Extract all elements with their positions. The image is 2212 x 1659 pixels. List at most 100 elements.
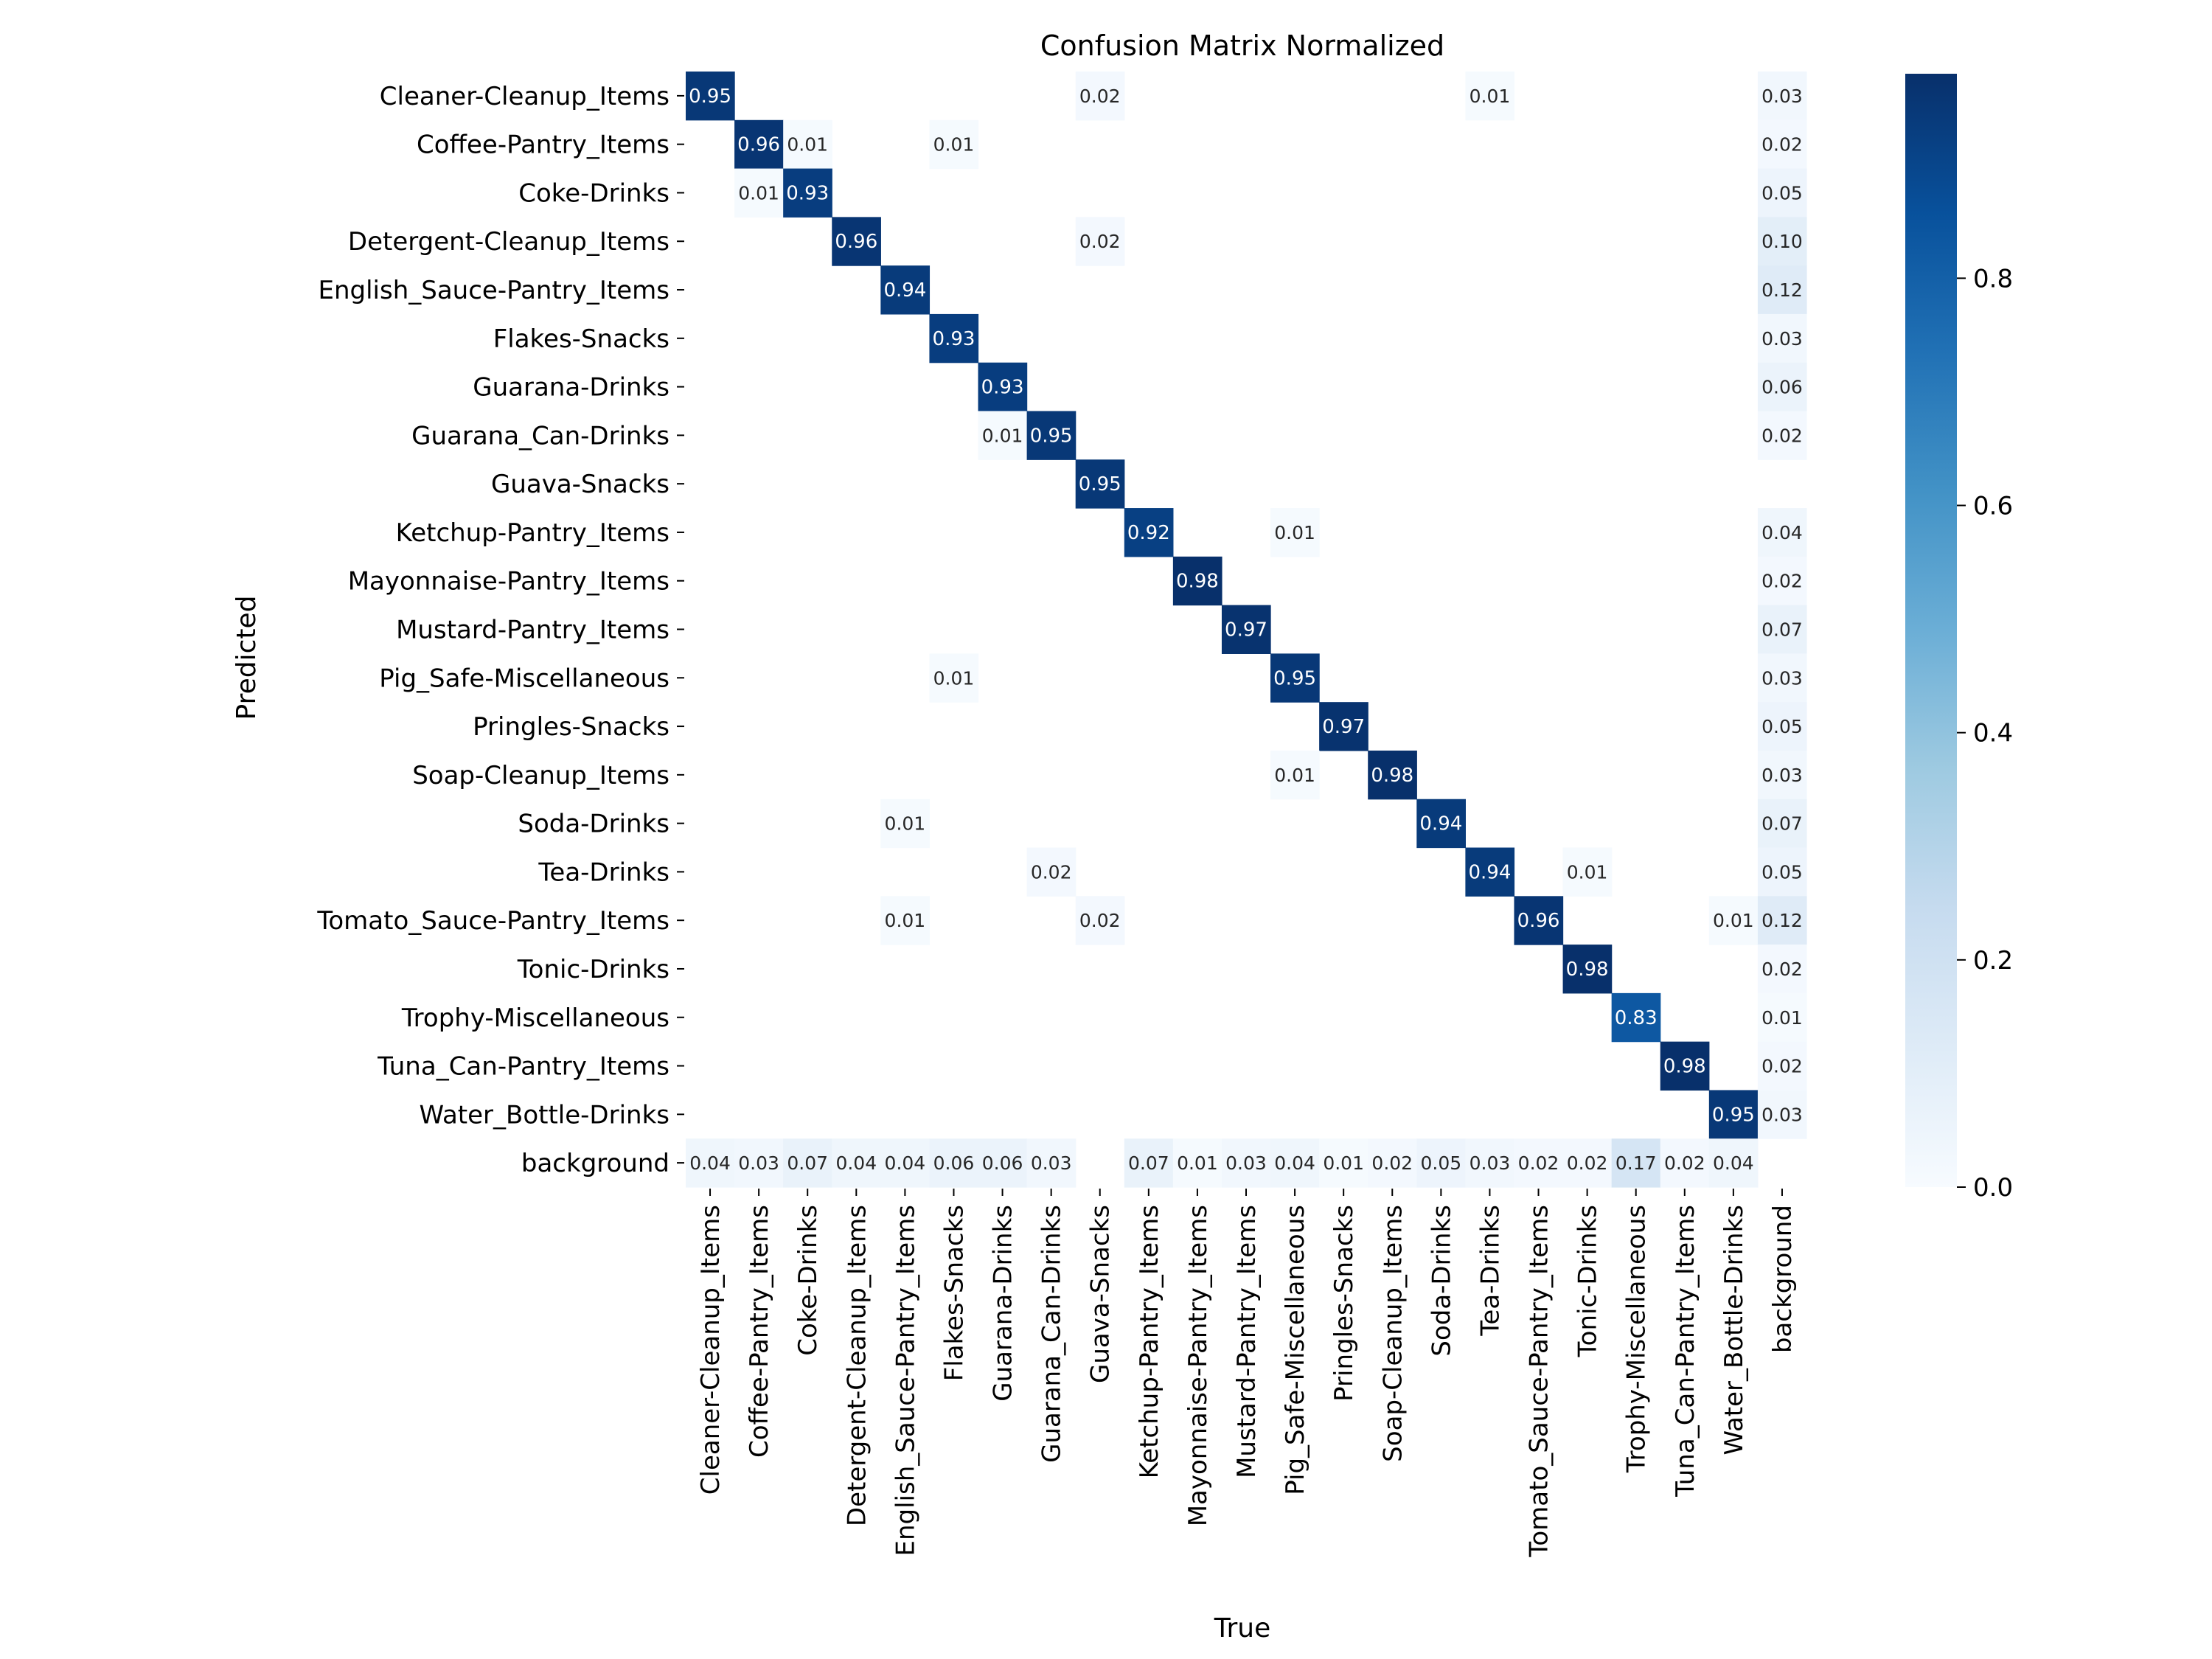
heatmap-cell	[1075, 217, 1125, 266]
heatmap-cell	[978, 411, 1028, 460]
cell-value-label: 0.95	[1273, 667, 1316, 689]
heatmap-cell	[1514, 896, 1564, 945]
cell-value-label: 0.97	[1225, 619, 1267, 641]
cell-value-label: 0.93	[981, 377, 1024, 399]
cell-value-label: 0.12	[1761, 279, 1803, 301]
x-tick-label: Tuna_Can-Pantry_Items	[1671, 1205, 1700, 1498]
y-tick-label: Soap-Cleanup_Items	[412, 761, 669, 790]
cell-value-label: 0.05	[1761, 716, 1803, 737]
cell-value-label: 0.02	[1079, 86, 1121, 107]
colorbar-tick-label: 0.2	[1973, 946, 2013, 975]
y-tick-label: Trophy-Miscellaneous	[401, 1004, 669, 1033]
y-tick-label: Guarana-Drinks	[473, 373, 669, 403]
x-tick-label: Cleaner-Cleanup_Items	[696, 1205, 726, 1495]
cell-value-label: 0.01	[933, 667, 975, 689]
cell-value-label: 0.10	[1761, 231, 1803, 252]
heatmap-cell	[1221, 605, 1271, 654]
y-tick-label: Tuna_Can-Pantry_Items	[377, 1052, 669, 1082]
colorbar-ticks: 0.0 0.2 0.4 0.6 0.8	[1957, 264, 2013, 1203]
y-tick-label: Tea-Drinks	[538, 858, 669, 887]
cell-value-label: 0.96	[1517, 910, 1560, 932]
cell-value-label: 0.01	[1761, 1007, 1803, 1029]
heatmap-cell	[783, 168, 832, 218]
heatmap-cell	[1660, 1041, 1710, 1091]
heatmap-cell	[1757, 1041, 1807, 1091]
heatmap-cell	[929, 119, 979, 170]
cell-value-label: 0.03	[1031, 1152, 1072, 1174]
colorbar-tick-label: 0.4	[1973, 719, 2013, 748]
heatmap-cell	[1416, 1138, 1466, 1188]
heatmap-cell	[1757, 945, 1807, 994]
x-tick-label: English_Sauce-Pantry_Items	[891, 1205, 920, 1557]
cell-value-label: 0.95	[1079, 473, 1121, 495]
cell-value-label: 0.02	[1079, 231, 1121, 252]
cell-value-label: 0.96	[835, 231, 877, 253]
heatmap-cell	[1368, 1138, 1417, 1188]
y-axis-label: Predicted	[232, 596, 262, 720]
cell-value-label: 0.06	[1761, 377, 1803, 398]
heatmap-cell	[1465, 1138, 1515, 1188]
y-tick-label: Pringles-Snacks	[473, 712, 669, 742]
heatmap-cell	[978, 1138, 1028, 1188]
y-tick-label: Tonic-Drinks	[517, 955, 669, 984]
cell-value-label: 0.07	[1128, 1152, 1169, 1174]
heatmap-cell	[1075, 896, 1125, 945]
heatmap-cell	[1368, 750, 1417, 800]
cell-value-label: 0.01	[1713, 910, 1754, 931]
y-tick-label: Water_Bottle-Drinks	[420, 1100, 670, 1130]
x-axis-ticks: Cleaner-Cleanup_Items Coffee-Pantry_Items…	[696, 1189, 1798, 1558]
heatmap-cell	[1465, 72, 1515, 121]
heatmap-cell	[1757, 847, 1807, 897]
heatmap-cell	[1075, 72, 1125, 121]
heatmap-cell	[1757, 362, 1807, 412]
heatmap-cell	[832, 217, 881, 266]
x-tick-label: Soda-Drinks	[1427, 1205, 1456, 1357]
cell-value-label: 0.07	[1761, 619, 1803, 641]
heatmap-cell	[783, 119, 832, 170]
x-tick-label: Guarana-Drinks	[989, 1205, 1018, 1402]
chart-title: Confusion Matrix Normalized	[1040, 29, 1444, 62]
y-tick-label: Soda-Drinks	[518, 810, 669, 839]
cell-value-label: 0.04	[689, 1152, 731, 1174]
y-tick-label: Detergent-Cleanup_Items	[348, 227, 669, 257]
heatmap-cell	[929, 313, 979, 364]
cell-value-label: 0.01	[1323, 1152, 1364, 1174]
cell-value-label: 0.05	[1761, 182, 1803, 204]
x-tick-label: Guarana_Can-Drinks	[1037, 1205, 1067, 1463]
cell-value-label: 0.02	[1761, 571, 1803, 592]
heatmap-cell	[1026, 411, 1077, 460]
x-tick-label: Tonic-Drinks	[1573, 1205, 1603, 1357]
cell-value-label: 0.02	[1664, 1152, 1705, 1174]
x-tick-label: Tomato_Sauce-Pantry_Items	[1525, 1205, 1554, 1558]
cell-value-label: 0.06	[933, 1152, 975, 1174]
cell-value-label: 0.01	[1177, 1152, 1218, 1174]
cell-value-label: 0.01	[1274, 765, 1315, 786]
x-tick-label: Pig_Safe-Miscellaneous	[1281, 1205, 1310, 1495]
x-tick-label: Ketchup-Pantry_Items	[1135, 1205, 1164, 1478]
cell-value-label: 0.95	[689, 86, 731, 108]
cell-value-label: 0.93	[786, 182, 829, 204]
heatmap-cell	[1319, 1138, 1368, 1188]
heatmap-cell	[1465, 847, 1515, 897]
heatmap-cell	[1611, 1138, 1661, 1188]
y-tick-label: Tomato_Sauce-Pantry_Items	[316, 906, 669, 936]
y-tick-label: English_Sauce-Pantry_Items	[318, 276, 669, 305]
x-tick-label: Tea-Drinks	[1475, 1205, 1505, 1337]
heatmap-cell	[1562, 1138, 1613, 1188]
heatmap-cell	[1172, 1138, 1222, 1188]
cell-value-label: 0.01	[1470, 86, 1511, 107]
cell-value-label: 0.01	[787, 134, 828, 156]
y-tick-label: Ketchup-Pantry_Items	[396, 518, 669, 548]
cell-value-label: 0.83	[1615, 1007, 1658, 1029]
y-tick-label: Guava-Snacks	[491, 470, 669, 499]
heatmap-cell	[978, 362, 1028, 412]
heatmap-cell	[1757, 508, 1807, 557]
cell-value-label: 0.02	[1031, 861, 1072, 883]
heatmap-cell	[880, 896, 931, 945]
heatmap-cell	[1124, 1138, 1174, 1188]
heatmap-cell	[880, 799, 931, 849]
cell-value-label: 0.02	[1371, 1152, 1413, 1174]
heatmap-cell	[1562, 945, 1613, 994]
heatmap-cell	[929, 1138, 979, 1188]
cell-value-label: 0.05	[1761, 861, 1803, 883]
